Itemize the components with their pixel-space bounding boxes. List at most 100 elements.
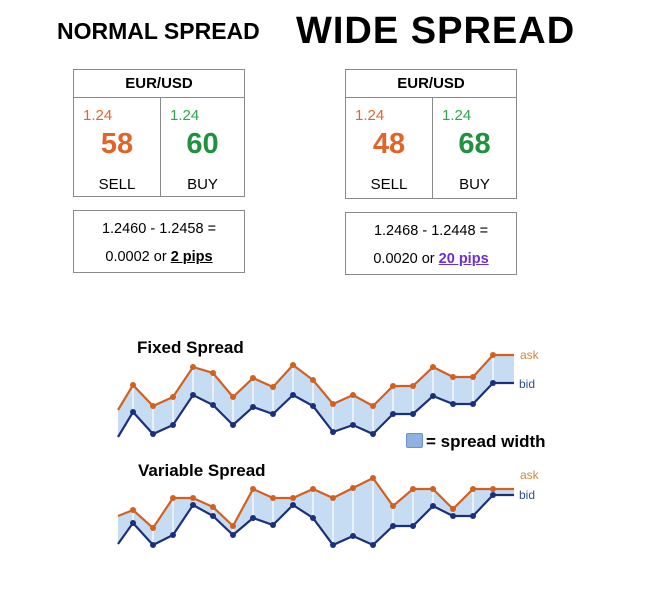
fixed-ask-point (150, 403, 156, 409)
fixed-ask-point (350, 392, 356, 398)
variable-bid-point (490, 492, 496, 498)
calc-formula: 1.2460 - 1.2458 = (101, 221, 217, 237)
variable-bid-point (350, 533, 356, 539)
variable-ask-point (270, 495, 276, 501)
variable-ask-point (310, 486, 316, 492)
variable-bid-point (330, 542, 336, 548)
variable-ask-point (470, 486, 476, 492)
fixed-bid-point (470, 401, 476, 407)
variable-bid-point (210, 513, 216, 519)
fixed-bid-point (330, 429, 336, 435)
fixed-bid-point (310, 403, 316, 409)
fixed-ask-point (410, 383, 416, 389)
fixed-bid-point (290, 392, 296, 398)
variable-bid-point (190, 502, 196, 508)
currency-pair: EUR/USD (74, 70, 244, 98)
fixed-ask-point (450, 374, 456, 380)
fixed-bid-point (450, 401, 456, 407)
variable-ask-point (150, 525, 156, 531)
sell-price-prefix: 1.24 (355, 107, 385, 124)
sell-label: SELL (370, 176, 408, 193)
pips-link[interactable]: 2 pips (170, 249, 213, 265)
variable-ask-point (170, 495, 176, 501)
fixed-ask-point (170, 394, 176, 400)
calc-result: 0.0002 or 2 pips (74, 243, 244, 271)
fixed-bid-point (410, 411, 416, 417)
buy-price-pips: 60 (186, 128, 219, 160)
fixed-bid-point (150, 431, 156, 437)
fixed-ask-point (210, 370, 216, 376)
legend-text: = spread width (426, 432, 546, 451)
spread-swatch-icon (406, 433, 423, 448)
fixed-ask-point (270, 384, 276, 390)
variable-bid-point (470, 513, 476, 519)
variable-ask-point (430, 486, 436, 492)
variable-ask-point (290, 495, 296, 501)
variable-bid-point (450, 513, 456, 519)
variable-ask-point (250, 486, 256, 492)
wide-spread-title: WIDE SPREAD (296, 10, 576, 52)
variable-ask-label: ask (520, 468, 539, 482)
variable-ask-point (130, 507, 136, 513)
calc-value: 0.0020 or (373, 251, 439, 267)
fixed-bid-point (170, 422, 176, 428)
fixed-bid-point (390, 411, 396, 417)
buy-label: BUY (459, 176, 490, 193)
sell-price-pips: 58 (100, 128, 134, 160)
fixed-bid-label: bid (519, 377, 536, 391)
variable-bid-point (370, 542, 376, 548)
variable-ask-point (490, 486, 496, 492)
fixed-bid-point (250, 404, 256, 410)
buy-quote: 1.24 68 BUY (433, 98, 516, 198)
fixed-ask-point (230, 394, 236, 400)
fixed-ask-point (130, 382, 136, 388)
variable-bid-point (250, 515, 256, 521)
variable-bid-point (150, 542, 156, 548)
fixed-bid-point (490, 380, 496, 386)
variable-bid-point (270, 522, 276, 528)
fixed-ask-point (390, 383, 396, 389)
calc-result: 0.0020 or 20 pips (346, 245, 516, 273)
wide-quote-panel: EUR/USD 1.24 48 SELL 1.24 68 BUY (345, 69, 517, 199)
variable-bid-point (310, 515, 316, 521)
variable-bid-point (130, 520, 136, 526)
fixed-bid-point (370, 431, 376, 437)
fixed-ask-point (310, 377, 316, 383)
fixed-bid-point (430, 393, 436, 399)
quote-divider (432, 98, 433, 198)
variable-bid-label: bid (519, 488, 536, 502)
variable-bid-point (230, 532, 236, 538)
fixed-bid-point (230, 422, 236, 428)
sell-price-prefix: 1.24 (83, 107, 113, 124)
fixed-ask-point (250, 375, 256, 381)
fixed-bid-point (130, 409, 136, 415)
currency-pair: EUR/USD (346, 70, 516, 98)
quote-divider (160, 98, 161, 196)
sell-quote: 1.24 58 SELL (74, 98, 160, 196)
variable-bid-point (390, 523, 396, 529)
pips-link[interactable]: 20 pips (438, 251, 489, 267)
variable-ask-point (190, 495, 196, 501)
fixed-bid-point (190, 392, 196, 398)
variable-bid-point (290, 502, 296, 508)
fixed-ask-point (490, 352, 496, 358)
wide-spread-calculation: 1.2468 - 1.2448 = 0.0020 or 20 pips (345, 212, 517, 275)
variable-spread-title: Variable Spread (138, 461, 266, 480)
calc-formula: 1.2468 - 1.2448 = (373, 223, 489, 239)
fixed-ask-point (470, 374, 476, 380)
variable-bid-point (410, 523, 416, 529)
sell-quote: 1.24 48 SELL (346, 98, 432, 198)
sell-label: SELL (98, 176, 136, 193)
buy-quote: 1.24 60 BUY (161, 98, 244, 196)
fixed-ask-point (370, 403, 376, 409)
fixed-ask-point (430, 364, 436, 370)
calc-value: 0.0002 or (105, 249, 171, 265)
normal-quote-panel: EUR/USD 1.24 58 SELL 1.24 60 BUY (73, 69, 245, 197)
buy-price-prefix: 1.24 (170, 107, 200, 124)
fixed-ask-label: ask (520, 348, 539, 362)
fixed-spread-area (118, 355, 514, 437)
variable-bid-point (430, 503, 436, 509)
fixed-spread-title: Fixed Spread (137, 338, 244, 357)
variable-ask-point (330, 495, 336, 501)
